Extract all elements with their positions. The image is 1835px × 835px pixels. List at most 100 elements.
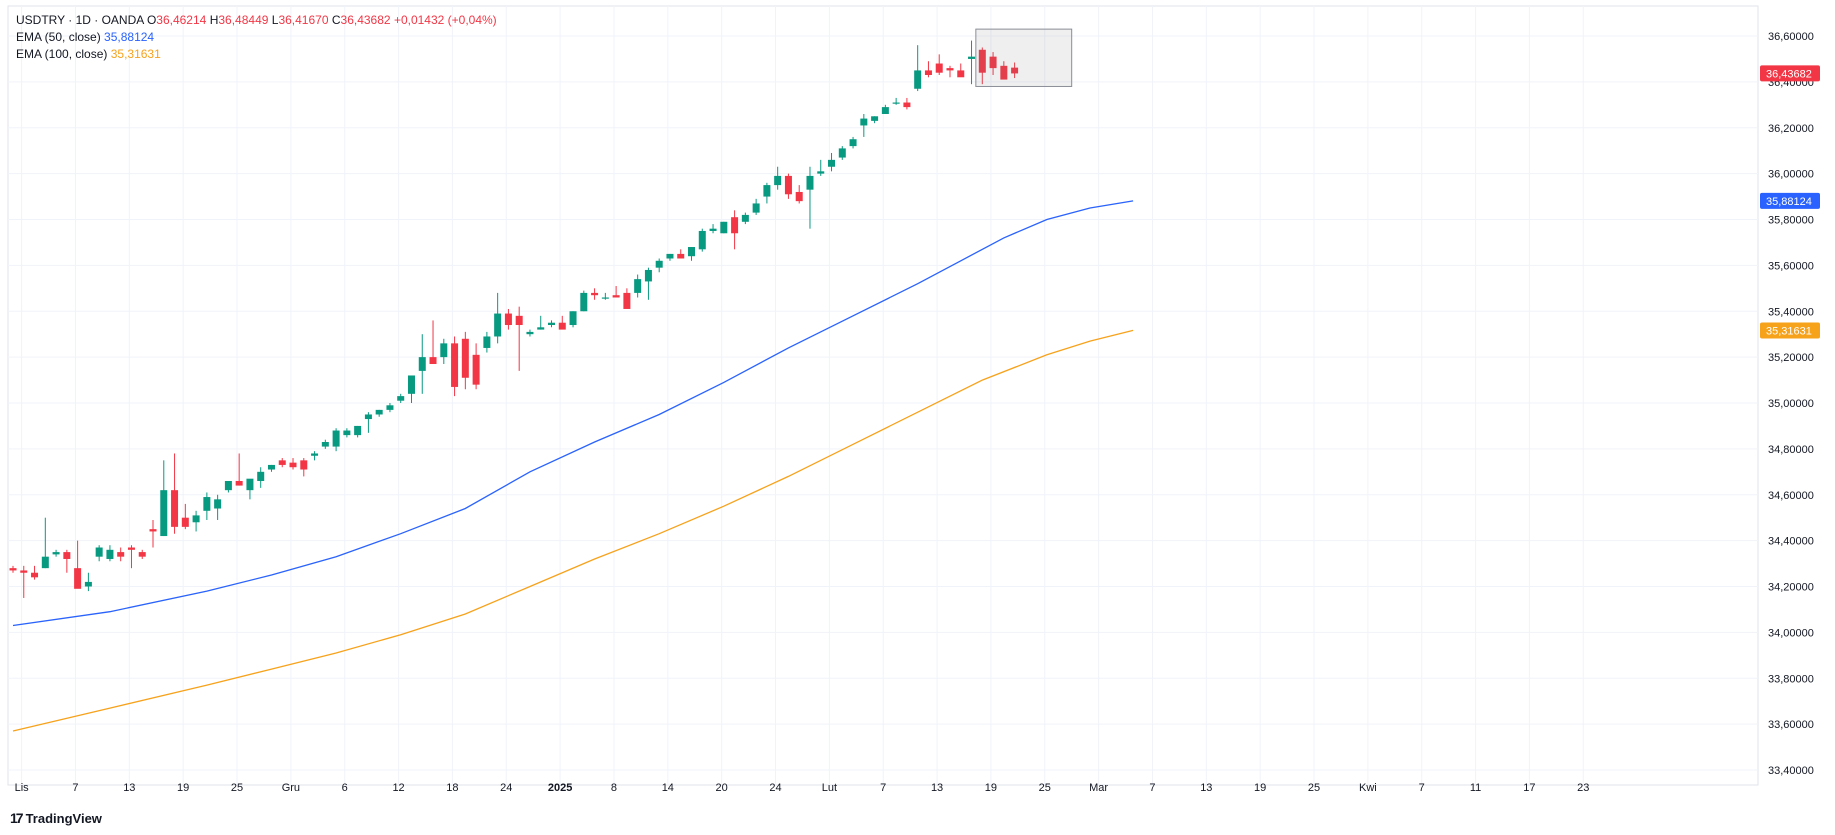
candle: [289, 458, 297, 470]
candle-body: [440, 343, 448, 358]
candle-body: [332, 430, 340, 447]
candle: [752, 198, 760, 215]
candle: [440, 338, 448, 365]
x-tick-label: 25: [1039, 782, 1051, 794]
candle: [741, 212, 749, 225]
candle-body: [181, 517, 189, 527]
candle: [774, 166, 782, 190]
candle: [644, 267, 652, 300]
candle-body: [9, 568, 17, 571]
x-tick-label: 6: [342, 782, 348, 794]
x-tick-label: 24: [769, 782, 781, 794]
candle: [127, 545, 135, 569]
candle: [41, 517, 49, 569]
candle: [311, 451, 319, 461]
candle: [1000, 61, 1008, 80]
ema50-row[interactable]: EMA (50, close) 35,88124: [16, 29, 497, 46]
candle: [160, 460, 168, 537]
x-tick-label: Mar: [1089, 782, 1108, 794]
symbol-row[interactable]: USDTRY · 1D · OANDA O36,46214 H36,48449 …: [16, 12, 497, 29]
candle: [849, 136, 857, 149]
x-tick-label: 7: [1419, 782, 1425, 794]
candle: [731, 210, 739, 250]
y-tick-label: 33,60000: [1768, 719, 1814, 731]
candle-body: [267, 464, 275, 470]
candle: [558, 315, 566, 330]
x-tick-label: Lut: [822, 782, 837, 794]
candle-body: [644, 269, 652, 282]
candle-body: [407, 375, 415, 394]
x-tick-label: 7: [72, 782, 78, 794]
open-label: O: [146, 13, 157, 27]
ema50-price-tag-text: 35,88124: [1766, 196, 1812, 208]
candle: [257, 467, 265, 488]
candle: [192, 510, 200, 532]
candle: [300, 458, 308, 477]
high-label: H: [209, 13, 219, 27]
candle-body: [655, 260, 663, 268]
candle-body: [311, 453, 319, 456]
candle: [795, 185, 803, 204]
ema-100-path: [12, 329, 1134, 732]
candle-body: [828, 159, 836, 167]
candle-body: [817, 171, 825, 174]
x-tick-label: 18: [446, 782, 458, 794]
selection-box[interactable]: [975, 28, 1073, 87]
x-tick-label: 8: [611, 782, 617, 794]
candle: [914, 45, 922, 92]
y-tick-label: 35,40000: [1768, 306, 1814, 318]
open-value: 36,46214: [156, 13, 207, 27]
ema100-row[interactable]: EMA (100, close) 35,31631: [16, 46, 497, 63]
low-label: L: [271, 13, 279, 27]
candle-body: [741, 214, 749, 222]
candle: [838, 146, 846, 160]
ema100-price-tag-text: 35,31631: [1766, 325, 1812, 337]
candle-body: [924, 70, 932, 75]
candle-body: [892, 102, 900, 104]
x-tick-label: 23: [1577, 782, 1589, 794]
candle-body: [321, 441, 329, 447]
x-tick-label: 11: [1470, 782, 1481, 794]
candle: [924, 61, 932, 78]
candle-body: [278, 460, 286, 465]
x-tick-label: 13: [123, 782, 135, 794]
symbol-title: USDTRY · 1D · OANDA: [16, 13, 144, 27]
candle: [472, 343, 480, 390]
ema50-price-tag: 35,88124: [1760, 192, 1820, 209]
candle: [386, 403, 394, 413]
x-tick-label: 20: [716, 782, 728, 794]
candle-body: [375, 409, 383, 415]
candle-body: [149, 529, 157, 532]
candle-body: [300, 460, 308, 470]
candle: [1011, 62, 1019, 79]
candle-body: [871, 116, 879, 121]
candle-body: [160, 490, 168, 537]
highlight-rectangle[interactable]: [975, 28, 1073, 87]
candle: [214, 494, 222, 520]
x-tick-label: Gru: [282, 782, 300, 794]
candle-body: [106, 549, 114, 559]
candle: [763, 182, 771, 204]
last-price-tag: 36,43682: [1760, 65, 1820, 82]
time-axis[interactable]: Lis 7 13 19 25 Gru 6 12 18 24 2025 8 14 20 24 Lut 7 13 19 2…: [15, 782, 1590, 794]
x-tick-label: 13: [931, 782, 943, 794]
candle: [666, 253, 674, 261]
y-tick-label: 35,60000: [1768, 260, 1814, 272]
y-tick-label: 34,40000: [1768, 536, 1814, 548]
candle: [63, 549, 71, 573]
candle-body: [526, 331, 534, 335]
price-axis[interactable]: 36,6000036,4000036,2000036,0000035,80000…: [1760, 31, 1820, 777]
candle-body: [731, 217, 739, 234]
candle-body: [860, 118, 868, 126]
candle: [881, 104, 889, 114]
tradingview-logo-icon: 17: [10, 810, 24, 826]
candle-body: [968, 56, 976, 59]
candle: [354, 425, 362, 438]
candle: [698, 228, 706, 252]
candle: [224, 480, 232, 493]
candle-body: [397, 396, 405, 401]
candle: [117, 547, 125, 562]
tradingview-logo[interactable]: 17 TradingView: [10, 810, 102, 826]
